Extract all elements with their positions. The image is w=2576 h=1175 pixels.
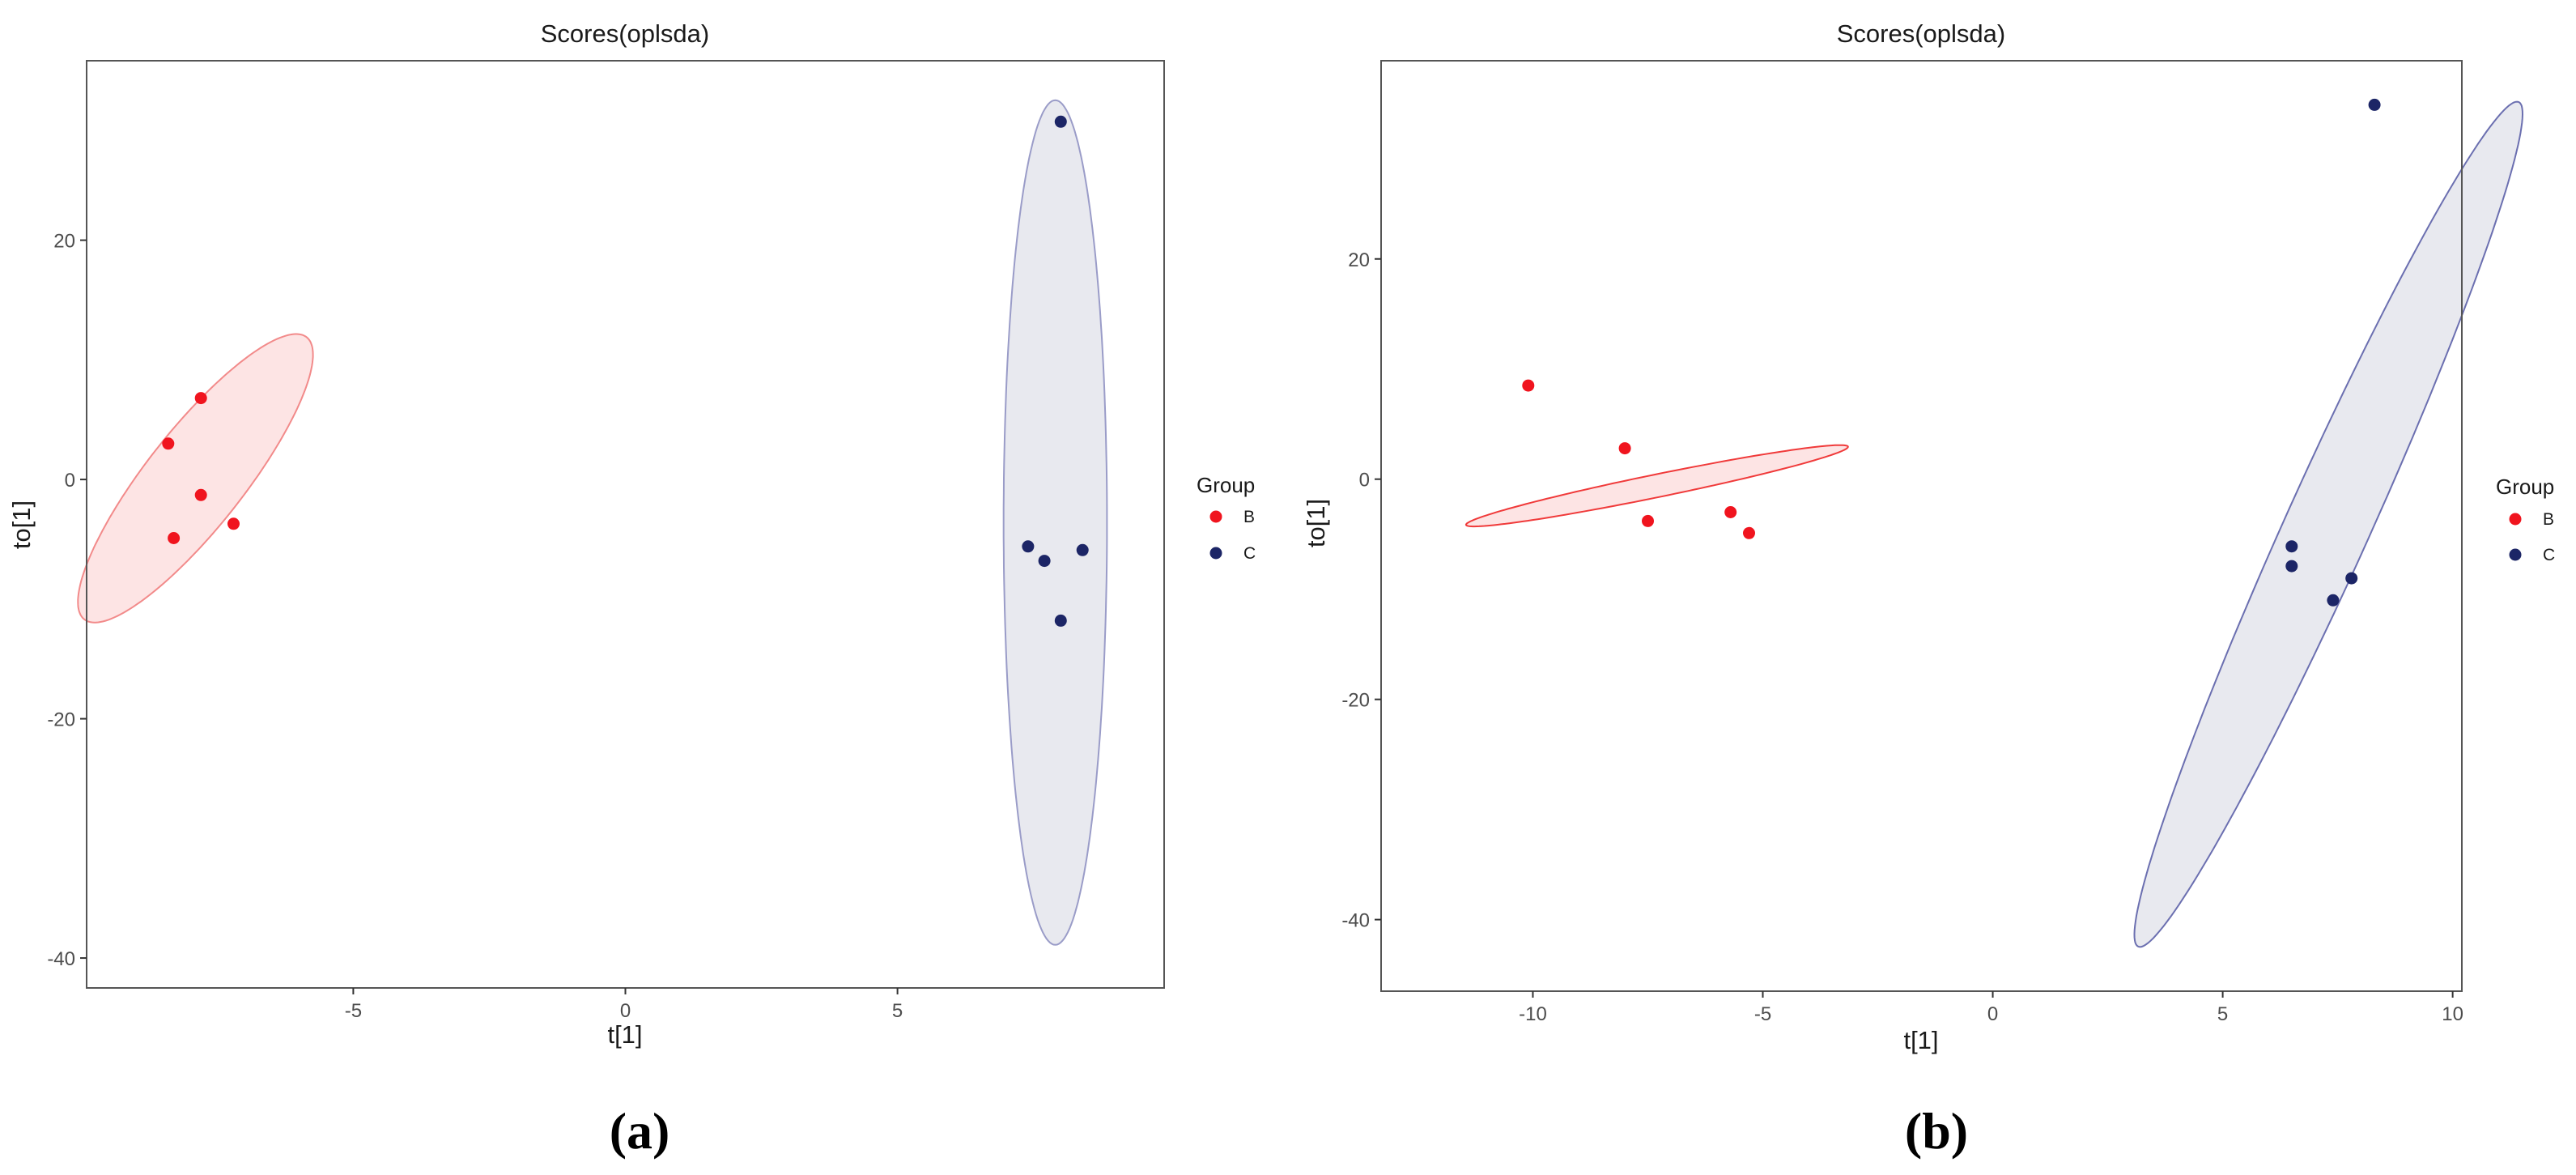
chart-panel-b: Scores(oplsda) -10 -5 0 5 10 -40 -20 0 20 t[1] to[1… — [1302, 19, 2555, 1160]
y-tick-label: 20 — [53, 231, 75, 253]
legend: Group BC — [1197, 473, 1256, 563]
legend-swatch-C — [2509, 548, 2522, 561]
x-tick-label: -5 — [345, 1000, 362, 1022]
x-tick-label: 10 — [2442, 1003, 2463, 1025]
panel-label: (a) — [610, 1102, 670, 1160]
confidence-ellipse-B — [1464, 444, 1849, 528]
data-point-B-5 — [1743, 526, 1755, 539]
data-point-B-4 — [1724, 506, 1737, 518]
legend-label-C: C — [2543, 546, 2555, 564]
data-point-C-3 — [1038, 555, 1051, 568]
legend-label-B: B — [1243, 508, 1255, 526]
y-axis-label: to[1] — [1302, 499, 1330, 547]
y-tick-label: -20 — [1341, 690, 1370, 712]
legend-label-C: C — [1243, 544, 1256, 563]
data-point-B-5 — [168, 532, 181, 544]
confidence-ellipse-B — [77, 333, 314, 624]
confidence-ellipse-C — [1002, 99, 1108, 946]
data-point-B-3 — [1642, 514, 1654, 527]
data-point-C-4 — [2327, 594, 2340, 607]
legend-title: Group — [2496, 475, 2554, 499]
y-tick-label: 0 — [1359, 470, 1370, 492]
x-axis-label: t[1] — [607, 1020, 642, 1049]
x-tick-label: -5 — [1754, 1003, 1771, 1025]
y-tick-label: 20 — [1348, 249, 1370, 271]
confidence-ellipse-C — [2133, 100, 2524, 948]
x-tick-label: 0 — [620, 1000, 631, 1022]
x-tick-label: 0 — [1987, 1003, 1998, 1025]
legend-swatch-C — [1209, 547, 1222, 560]
panel-label: (b) — [1905, 1102, 1968, 1160]
y-tick-label: -40 — [47, 948, 75, 970]
data-point-B-1 — [194, 392, 207, 405]
plot-frame — [1380, 60, 2463, 992]
data-point-C-5 — [1054, 614, 1067, 627]
data-point-C-5 — [2345, 572, 2358, 585]
data-point-B-3 — [194, 488, 207, 501]
data-point-C-2 — [1022, 540, 1035, 553]
x-tick-label: -10 — [1519, 1003, 1547, 1025]
legend-swatch-B — [1209, 510, 1222, 523]
legend-title: Group — [1197, 473, 1255, 497]
data-point-B-2 — [162, 437, 175, 450]
data-point-C-4 — [1076, 543, 1089, 556]
legend-label-B: B — [2543, 510, 2554, 529]
data-point-B-2 — [1618, 442, 1631, 455]
chart-title: Scores(oplsda) — [541, 19, 709, 48]
x-tick-label: 5 — [2217, 1003, 2228, 1025]
x-tick-label: 5 — [892, 1000, 903, 1022]
data-point-B-1 — [1522, 379, 1535, 392]
data-point-C-1 — [2368, 98, 2381, 111]
data-point-C-1 — [1054, 115, 1067, 128]
data-point-C-2 — [2285, 540, 2298, 553]
plot-frame — [86, 60, 1165, 989]
legend-swatch-B — [2509, 513, 2522, 526]
y-tick-label: 0 — [65, 470, 75, 492]
y-tick-label: -20 — [47, 709, 75, 731]
x-axis-label: t[1] — [1903, 1026, 1938, 1054]
data-point-B-4 — [227, 517, 240, 530]
y-axis-label: to[1] — [7, 500, 36, 549]
data-point-C-3 — [2285, 560, 2298, 573]
legend: Group BC — [2496, 475, 2555, 564]
chart-title: Scores(oplsda) — [1837, 19, 2005, 48]
chart-panel-a: Scores(oplsda) -5 0 5 -40 -20 0 20 t[1] to[1] Grou… — [7, 19, 1256, 1160]
y-tick-label: -40 — [1341, 910, 1370, 932]
